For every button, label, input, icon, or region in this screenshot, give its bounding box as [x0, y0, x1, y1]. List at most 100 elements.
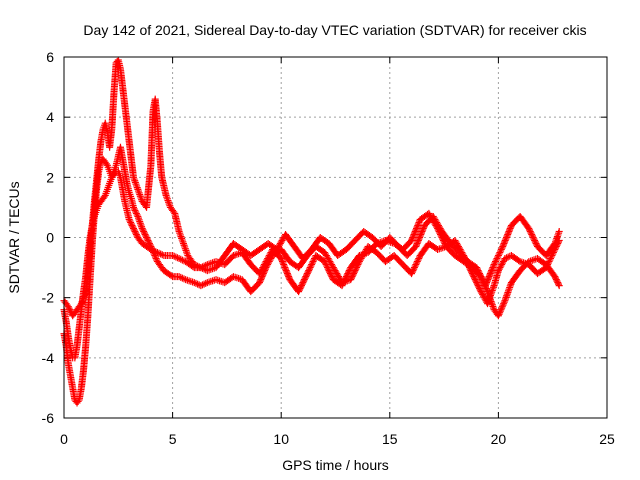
data-point-track-2	[495, 265, 503, 273]
data-point-track-2	[178, 274, 186, 282]
data-point-track-3	[506, 226, 514, 234]
data-point-track-3	[65, 304, 73, 312]
data-point-track-1	[295, 288, 303, 296]
data-point-track-2	[410, 265, 418, 273]
data-point-track-2	[467, 267, 475, 275]
data-point-track-3	[526, 227, 534, 235]
data-point-track-1	[277, 255, 285, 263]
data-point-track-3	[165, 200, 173, 208]
y-axis-label: SDTVAR / TECUs	[6, 181, 22, 293]
data-point-track-1	[130, 226, 138, 234]
data-point-track-3	[551, 240, 559, 248]
data-point-track-3	[132, 180, 140, 188]
data-point-track-3	[492, 258, 500, 266]
data-point-track-2	[261, 265, 269, 273]
data-point-track-1	[281, 264, 289, 272]
data-point-track-1	[306, 264, 314, 272]
data-point-track-1	[412, 226, 420, 234]
data-point-track-1	[300, 276, 308, 284]
data-point-track-3	[207, 265, 215, 273]
data-point-track-3	[473, 264, 481, 272]
data-point-track-3	[552, 236, 560, 244]
data-point-track-1	[552, 276, 560, 284]
data-point-track-3	[417, 230, 425, 238]
data-point-track-1	[303, 270, 311, 278]
data-point-track-3	[200, 265, 208, 273]
data-point-track-2	[473, 280, 481, 288]
data-point-track-2	[261, 267, 269, 275]
data-point-track-2	[355, 259, 363, 267]
data-point-track-2	[190, 279, 198, 287]
data-point-track-3	[528, 232, 536, 240]
data-point-track-3	[181, 243, 189, 251]
data-point-track-1	[173, 254, 181, 262]
data-point-track-2	[151, 253, 159, 261]
x-tick-label: 25	[599, 431, 615, 447]
data-point-track-1	[498, 304, 506, 312]
data-point-track-2	[263, 262, 271, 270]
data-point-track-1	[131, 227, 139, 235]
data-point-track-1	[295, 286, 303, 294]
data-point-track-2	[546, 256, 554, 264]
data-point-track-3	[501, 237, 509, 245]
data-point-track-1	[297, 283, 305, 291]
data-point-track-1	[279, 259, 287, 267]
data-point-track-1	[326, 268, 334, 276]
data-point-track-3	[175, 227, 183, 235]
data-point-track-2	[350, 270, 358, 278]
data-point-track-1	[127, 218, 135, 226]
data-point-track-2	[150, 250, 158, 258]
data-point-track-3	[415, 235, 423, 243]
grid	[64, 57, 607, 418]
data-point-track-3	[66, 306, 74, 314]
data-point-track-3	[183, 250, 191, 258]
data-point-track-1	[175, 255, 183, 263]
data-point-track-2	[543, 262, 551, 270]
data-point-track-2	[351, 267, 359, 275]
data-point-track-3	[130, 175, 138, 183]
data-point-track-1	[129, 223, 137, 231]
data-point-track-2	[477, 288, 485, 296]
data-point-track-3	[491, 259, 499, 267]
data-point-track-3	[555, 229, 563, 237]
data-point-track-1	[308, 261, 316, 269]
data-point-track-1	[283, 270, 291, 278]
data-point-track-3	[551, 238, 559, 246]
data-point-track-2	[139, 226, 147, 234]
data-point-track-2	[473, 279, 481, 287]
data-point-track-2	[350, 268, 358, 276]
data-point-track-3	[473, 265, 481, 273]
data-point-track-2	[347, 274, 355, 282]
data-point-track-3	[502, 235, 510, 243]
data-point-track-1	[280, 262, 288, 270]
x-tick-label: 10	[273, 431, 289, 447]
data-point-track-2	[197, 282, 205, 290]
data-point-track-1	[130, 224, 138, 232]
data-point-track-2	[478, 289, 486, 297]
data-point-track-3	[494, 253, 502, 261]
data-point-track-3	[488, 265, 496, 273]
data-point-track-3	[419, 224, 427, 232]
data-point-track-2	[212, 276, 220, 284]
data-point-track-2	[466, 265, 474, 273]
data-point-track-2	[501, 255, 509, 263]
data-point-track-2	[409, 267, 417, 275]
data-point-track-1	[411, 227, 419, 235]
data-point-track-2	[544, 259, 552, 267]
data-points	[60, 56, 563, 407]
data-point-track-3	[482, 280, 490, 288]
data-point-track-2	[143, 234, 151, 241]
data-point-track-2	[134, 212, 142, 220]
data-point-track-2	[192, 279, 200, 287]
data-point-track-3	[76, 301, 84, 309]
data-point-track-3	[414, 237, 422, 245]
data-point-track-2	[133, 211, 141, 219]
data-point-track-2	[194, 280, 202, 288]
data-point-track-2	[132, 209, 140, 217]
data-point-track-3	[483, 277, 491, 285]
data-point-track-2	[258, 273, 266, 281]
data-point-track-1	[409, 232, 417, 240]
data-point-track-2	[472, 277, 480, 285]
